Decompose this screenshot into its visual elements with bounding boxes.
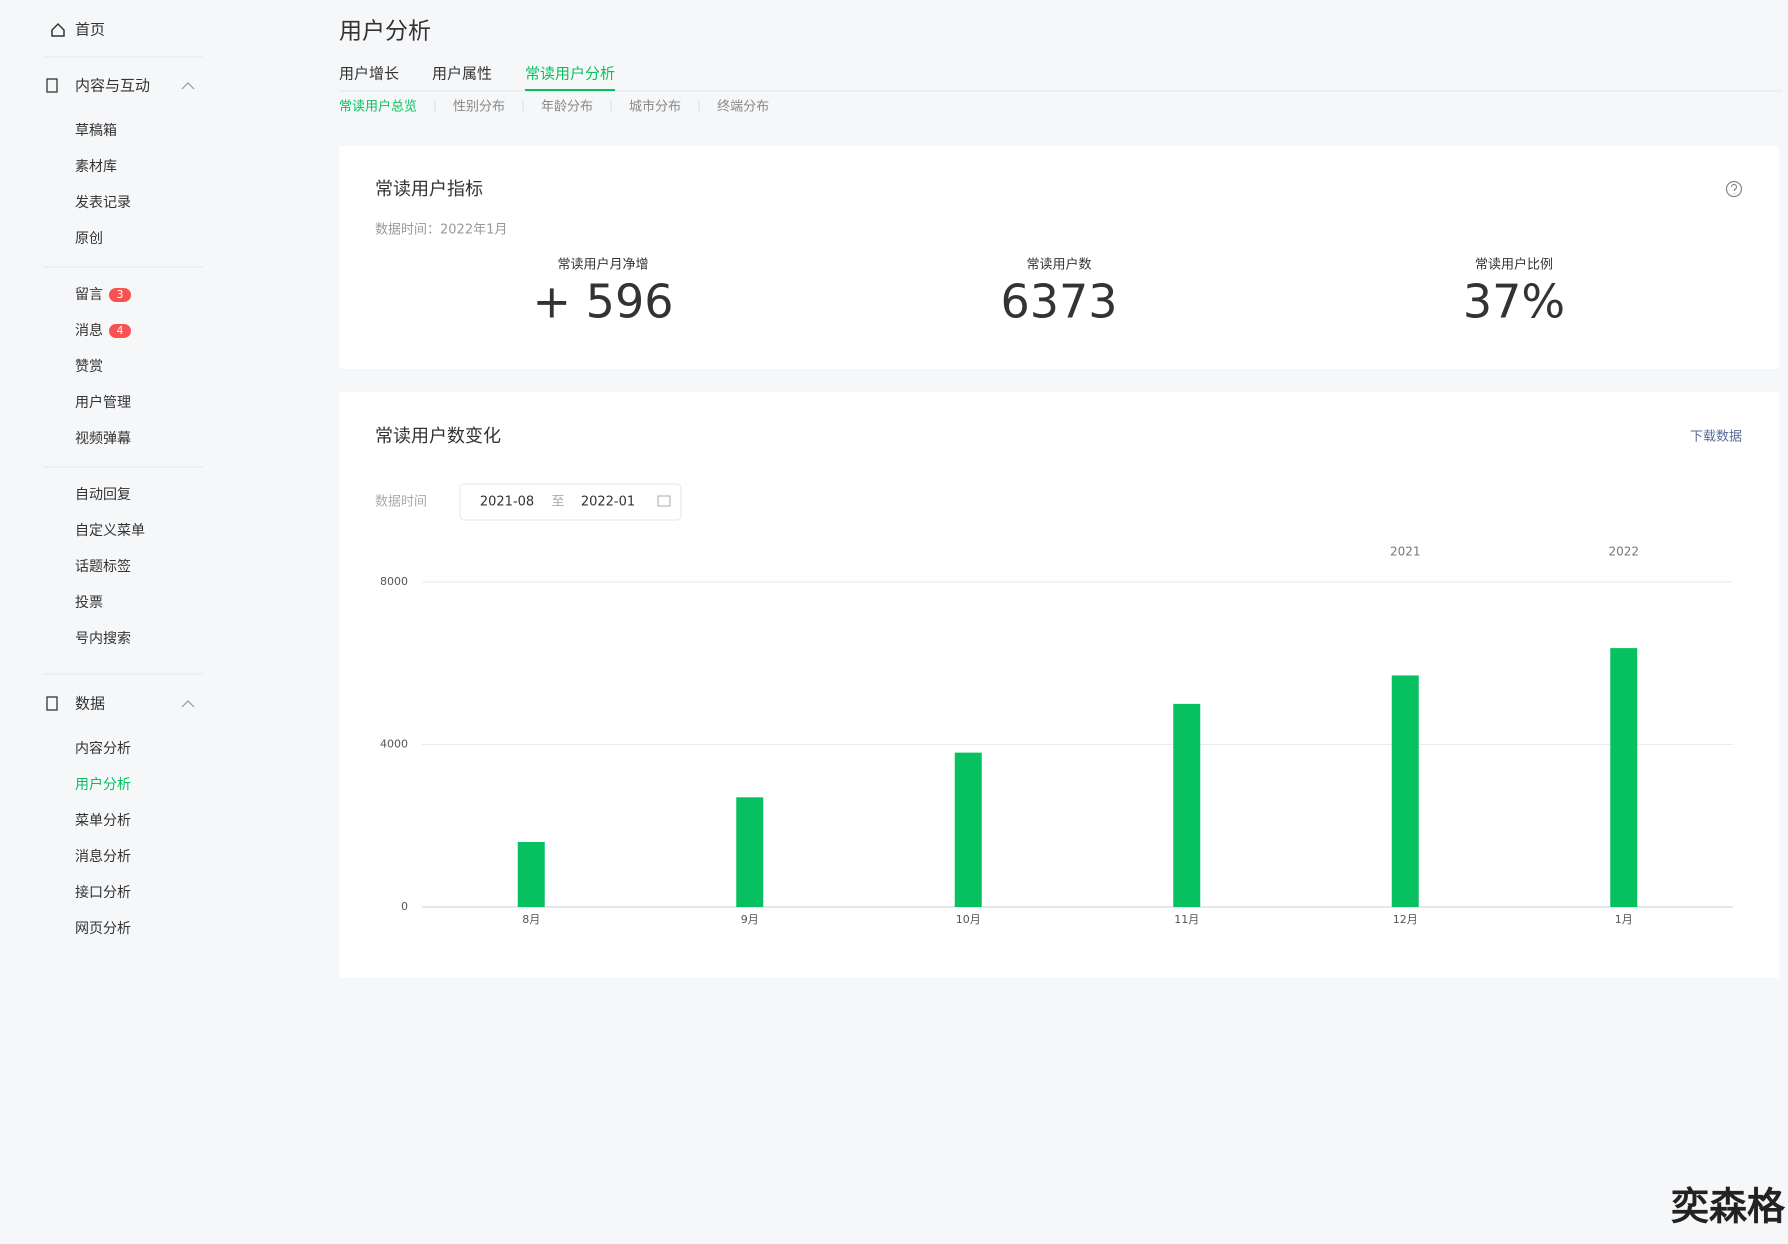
watermark: 奕森格	[1671, 1185, 1786, 1229]
nav-item[interactable]: 菜单分析	[75, 813, 131, 829]
subtab[interactable]: 城市分布	[629, 99, 681, 115]
bar	[1610, 648, 1638, 907]
x-tick-label: 8月	[522, 913, 540, 926]
nav-item[interactable]: 原创	[75, 231, 103, 247]
nav-item[interactable]: 用户分析	[75, 776, 131, 793]
date-picker[interactable]	[459, 483, 682, 521]
bar	[1391, 675, 1419, 907]
calendar-icon	[657, 495, 671, 507]
x-tick-label: 1月	[1615, 913, 1633, 926]
x-tick-label: 12月	[1393, 913, 1418, 926]
nav-item[interactable]: 网页分析	[75, 921, 131, 937]
badge	[109, 324, 131, 338]
metric-value: 37%	[1463, 275, 1565, 329]
chart-card	[339, 392, 1779, 978]
chevron	[181, 82, 195, 90]
nav-item[interactable]: 草稿箱	[75, 123, 117, 139]
subtab[interactable]: 性别分布	[453, 100, 505, 115]
nav-item[interactable]: 投票	[75, 595, 103, 611]
date-from: 2021-08	[480, 495, 534, 510]
x-tick-label: 10月	[956, 913, 981, 926]
group-icon	[46, 78, 58, 93]
tab-underline	[525, 89, 616, 91]
nav-item[interactable]: 视频弹幕	[75, 431, 131, 447]
subtab[interactable]: 年龄分布	[541, 100, 593, 115]
year-label: 2021	[1390, 545, 1421, 559]
nav-item[interactable]: 消息分析	[75, 848, 131, 865]
nav-item[interactable]: 素材库	[75, 159, 117, 175]
bar	[517, 842, 545, 907]
help-icon[interactable]	[1725, 180, 1743, 198]
page-title: 用户分析	[339, 19, 431, 45]
metric-label: 常读用户数	[1026, 257, 1091, 273]
nav-item[interactable]: 发表记录	[75, 195, 131, 211]
subtab[interactable]: 常读用户总览	[339, 99, 417, 115]
y-tick-label: 8000	[380, 575, 408, 588]
nav-item[interactable]: 接口分析	[75, 884, 131, 901]
nav-item[interactable]: 内容分析	[75, 740, 131, 757]
date-label: 数据时间	[375, 495, 427, 510]
card-title: 常读用户数变化	[375, 426, 501, 447]
metric-value: 6373	[1000, 275, 1117, 329]
badge-count: 4	[117, 324, 124, 337]
metric-value: + 596	[533, 275, 674, 329]
x-tick-label: 11月	[1174, 913, 1199, 926]
group-icon	[46, 696, 58, 711]
nav-item[interactable]: 自定义菜单	[75, 523, 145, 539]
tab[interactable]: 常读用户分析	[525, 65, 615, 83]
nav-group[interactable]: 数据	[75, 695, 105, 713]
bar	[736, 797, 764, 907]
date-to: 2022-01	[581, 495, 635, 510]
nav-group[interactable]: 内容与互动	[75, 77, 150, 95]
nav-item[interactable]: 消息	[75, 322, 103, 339]
bar	[1173, 703, 1201, 907]
y-tick-label: 0	[401, 900, 408, 913]
badge	[109, 288, 131, 302]
help-glyph	[1730, 183, 1738, 194]
badge-count: 3	[117, 288, 124, 301]
metric-label: 常读用户月净增	[557, 257, 648, 273]
nav-item[interactable]: 自动回复	[75, 486, 131, 503]
tab[interactable]: 用户增长	[339, 65, 399, 83]
subtab[interactable]: 终端分布	[717, 99, 769, 115]
metric-label: 常读用户比例	[1475, 257, 1553, 273]
nav-item[interactable]: 留言	[75, 287, 103, 303]
y-tick-label: 4000	[380, 738, 408, 751]
year-label: 2022	[1608, 545, 1639, 559]
tab[interactable]: 用户属性	[432, 65, 492, 83]
home-icon	[51, 22, 65, 37]
chevron	[181, 700, 195, 708]
nav-item[interactable]: 号内搜索	[75, 630, 131, 647]
metrics-card	[339, 146, 1779, 369]
card-title: 常读用户指标	[375, 179, 483, 200]
x-tick-label: 9月	[741, 913, 759, 926]
nav-home[interactable]: 首页	[75, 21, 105, 39]
bar	[954, 752, 982, 907]
download-link[interactable]: 下载数据	[1690, 430, 1742, 445]
data-time: 数据时间：2022年1月	[375, 223, 507, 238]
nav-item[interactable]: 用户管理	[75, 394, 131, 411]
nav-item[interactable]: 话题标签	[75, 558, 131, 575]
nav-item[interactable]: 赞赏	[75, 359, 103, 375]
date-sep: 至	[551, 495, 564, 510]
